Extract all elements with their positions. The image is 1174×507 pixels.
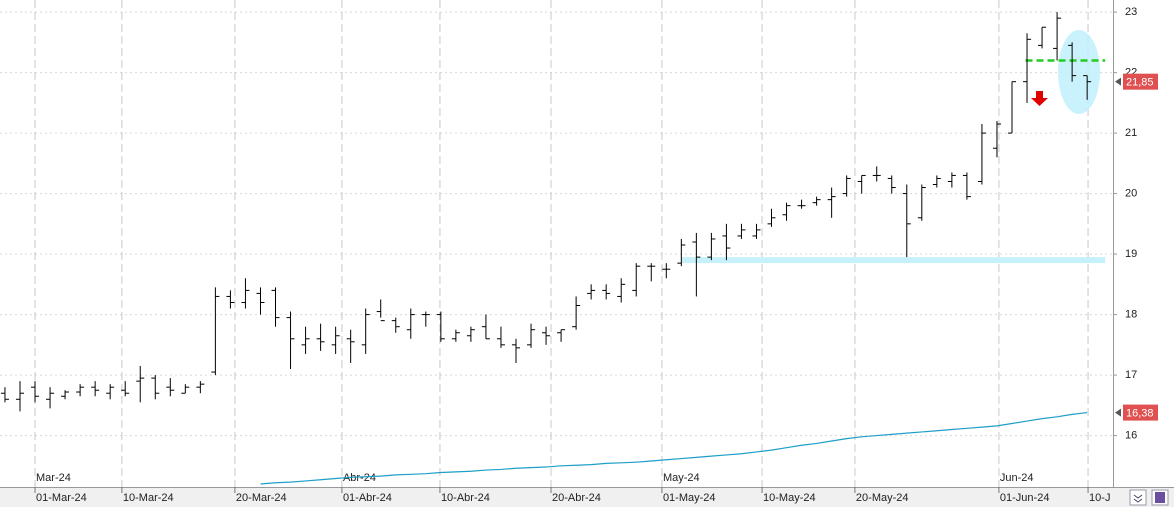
price-label: 21,85: [1126, 77, 1154, 89]
x-tick-label: 10-J: [1089, 492, 1110, 504]
x-tick-label: 20-Mar-24: [236, 492, 287, 504]
price-pointer: [1115, 408, 1121, 417]
y-tick-label: 20: [1125, 187, 1137, 199]
down-arrow: [1031, 91, 1048, 106]
price-label: 16,38: [1126, 407, 1154, 419]
x-axis-band: [0, 487, 1174, 507]
x-tick-label: 01-Mar-24: [36, 492, 87, 504]
y-tick-label: 19: [1125, 248, 1137, 260]
month-label: Mar-24: [36, 472, 71, 484]
save-glyph: [1155, 492, 1165, 503]
corner-icons: [1129, 489, 1169, 506]
x-tick-label: 10-Mar-24: [123, 492, 174, 504]
x-tick-label: 01-May-24: [663, 492, 716, 504]
x-tick-label: 20-Abr-24: [552, 492, 601, 504]
zoom-glyph: [1133, 494, 1143, 503]
x-tick-label: 10-Abr-24: [441, 492, 490, 504]
y-tick-label: 16: [1125, 429, 1137, 441]
x-tick-label: 01-Jun-24: [1000, 492, 1050, 504]
x-tick-label: 20-May-24: [856, 492, 909, 504]
grid: [0, 0, 1113, 487]
x-tick-label: 01-Abr-24: [343, 492, 392, 504]
price-label-box: [1123, 404, 1158, 421]
y-tick-label: 17: [1125, 369, 1137, 381]
y-tick-label: 18: [1125, 308, 1137, 320]
month-label: Abr-24: [343, 472, 376, 484]
x-tick-label: 10-May-24: [763, 492, 816, 504]
price-label-box: [1123, 73, 1158, 90]
month-label: May-24: [663, 472, 700, 484]
y-tick-label: 21: [1125, 127, 1137, 139]
month-label: Jun-24: [1000, 472, 1034, 484]
moving-average: [260, 411, 1088, 485]
price-pointer: [1115, 77, 1121, 86]
y-tick-label: 23: [1125, 6, 1137, 18]
highlight-ellipse: [1058, 30, 1100, 114]
